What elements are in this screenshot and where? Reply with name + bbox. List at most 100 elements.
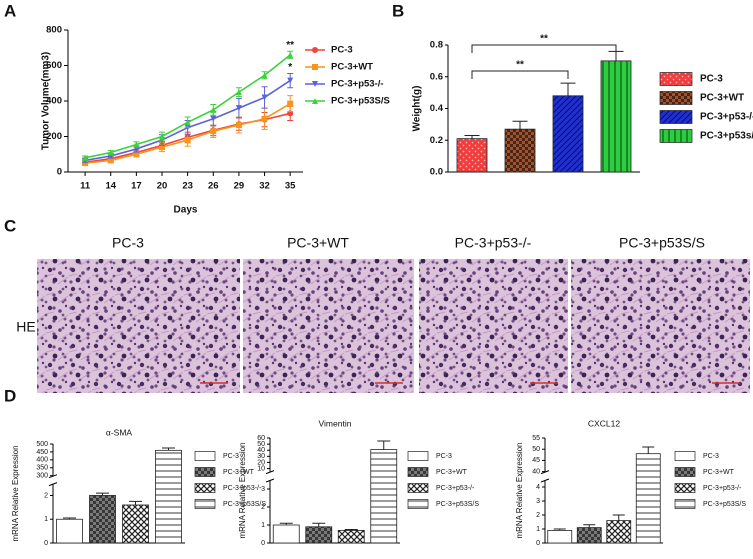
y-tick-label: 0 (261, 540, 265, 547)
legend-swatch (659, 110, 693, 124)
error-bar (377, 440, 391, 450)
histology-overlay (243, 259, 414, 393)
bar (576, 527, 602, 544)
y-tick-label: 2 (44, 492, 48, 499)
error-bar (344, 529, 358, 531)
legend-swatch (674, 467, 696, 477)
y-tick-label: 50 (532, 446, 540, 453)
x-tick-label: 29 (234, 181, 245, 192)
legend-swatch (194, 483, 216, 493)
significance-bracket (471, 70, 569, 79)
histology-overlay (37, 259, 240, 393)
y-tick-label: 60 (257, 435, 265, 442)
data-point (210, 106, 217, 113)
bar (56, 518, 83, 544)
error-bar (583, 524, 596, 528)
legend-label: PC-3+WT (436, 469, 468, 476)
column-title: PC-3 (112, 235, 144, 251)
legend-label: PC-3 (700, 74, 723, 85)
y-tick-label: 3 (536, 498, 540, 505)
y-tick-label: 1 (261, 522, 265, 529)
error-bar (560, 82, 576, 96)
error-bar (612, 514, 625, 521)
y-tick-label: 0.0 (430, 167, 443, 178)
y-tick-label: 4 (536, 484, 540, 491)
legend-swatch (659, 91, 693, 105)
y-tick-label: 2 (261, 504, 265, 511)
y-axis-label: Weight(g) (412, 86, 423, 132)
bar (552, 95, 584, 173)
legend-label: PC-3+WT (223, 469, 255, 476)
legend-label: PC-3+p53S/S (331, 96, 390, 107)
y-tick-label: 1 (44, 516, 48, 523)
error-bar (96, 492, 109, 496)
chart-title: α-SMA (106, 427, 132, 437)
y-axis-label: mRNA Relative Expression (11, 445, 20, 541)
legend-swatch (407, 499, 429, 509)
y-tick-label: 45 (532, 457, 540, 464)
legend-marker (312, 64, 318, 70)
data-point (184, 137, 191, 144)
histology-overlay (419, 259, 568, 393)
data-point (287, 77, 294, 84)
data-point (287, 100, 294, 107)
legend-label: PC-3 (436, 453, 452, 460)
bar (370, 449, 398, 544)
legend-label: PC-3+p53-/- (700, 112, 753, 123)
data-point (82, 154, 89, 161)
bar (272, 524, 300, 544)
legend-label: PC-3 (703, 453, 719, 460)
legend-swatch (674, 451, 696, 461)
data-point (107, 157, 114, 164)
bar (600, 60, 632, 173)
row-label: HE (16, 319, 35, 335)
legend-label: PC-3+p53-/- (331, 79, 384, 90)
bar (155, 449, 182, 544)
data-point (235, 105, 242, 112)
error-bar (162, 447, 175, 451)
significance-bracket (471, 44, 617, 53)
legend-label: PC-3 (223, 453, 239, 460)
axis-break (540, 470, 550, 483)
y-tick-label: 50 (257, 441, 265, 448)
y-tick-label: 200 (46, 131, 62, 142)
chart-title: CXCL12 (588, 418, 620, 428)
y-tick-label: 0.2 (430, 135, 443, 146)
legend-label: PC-3+WT (703, 469, 735, 476)
legend-swatch (407, 467, 429, 477)
data-point (287, 51, 294, 58)
x-tick-label: 23 (182, 181, 193, 192)
error-bar (63, 517, 76, 520)
y-tick-label: 450 (36, 449, 48, 456)
bar (89, 495, 116, 544)
y-tick-label: 10 (257, 465, 265, 472)
y-tick-label: 0 (44, 540, 48, 547)
data-point (235, 121, 242, 128)
legend-swatch (407, 451, 429, 461)
legend-swatch (659, 129, 693, 143)
x-tick-label: 35 (285, 181, 296, 192)
y-tick-label: 400 (46, 96, 62, 107)
y-tick-label: 1 (536, 526, 540, 533)
panel-label: C (4, 216, 16, 235)
legend-label: PC-3 (331, 45, 353, 56)
y-tick-label: 350 (36, 465, 48, 472)
legend-label: PC-3+p53s/s (700, 131, 753, 142)
legend-swatch (194, 499, 216, 509)
legend-label: PC-3+WT (331, 62, 373, 73)
bar (122, 504, 149, 544)
chart-title: Vimentin (319, 418, 352, 428)
annotation: ** (516, 60, 524, 71)
data-point (159, 133, 165, 140)
data-point (235, 89, 242, 96)
y-tick-label: 40 (257, 447, 265, 454)
bar (337, 530, 365, 544)
x-tick-label: 11 (80, 181, 91, 192)
annotation: ** (286, 40, 294, 51)
legend-swatch (407, 483, 429, 493)
data-point (261, 115, 268, 122)
bar (456, 138, 488, 173)
column-title: PC-3+p53-/- (455, 235, 532, 251)
y-tick-label: 40 (532, 468, 540, 475)
error-bar (512, 120, 528, 130)
